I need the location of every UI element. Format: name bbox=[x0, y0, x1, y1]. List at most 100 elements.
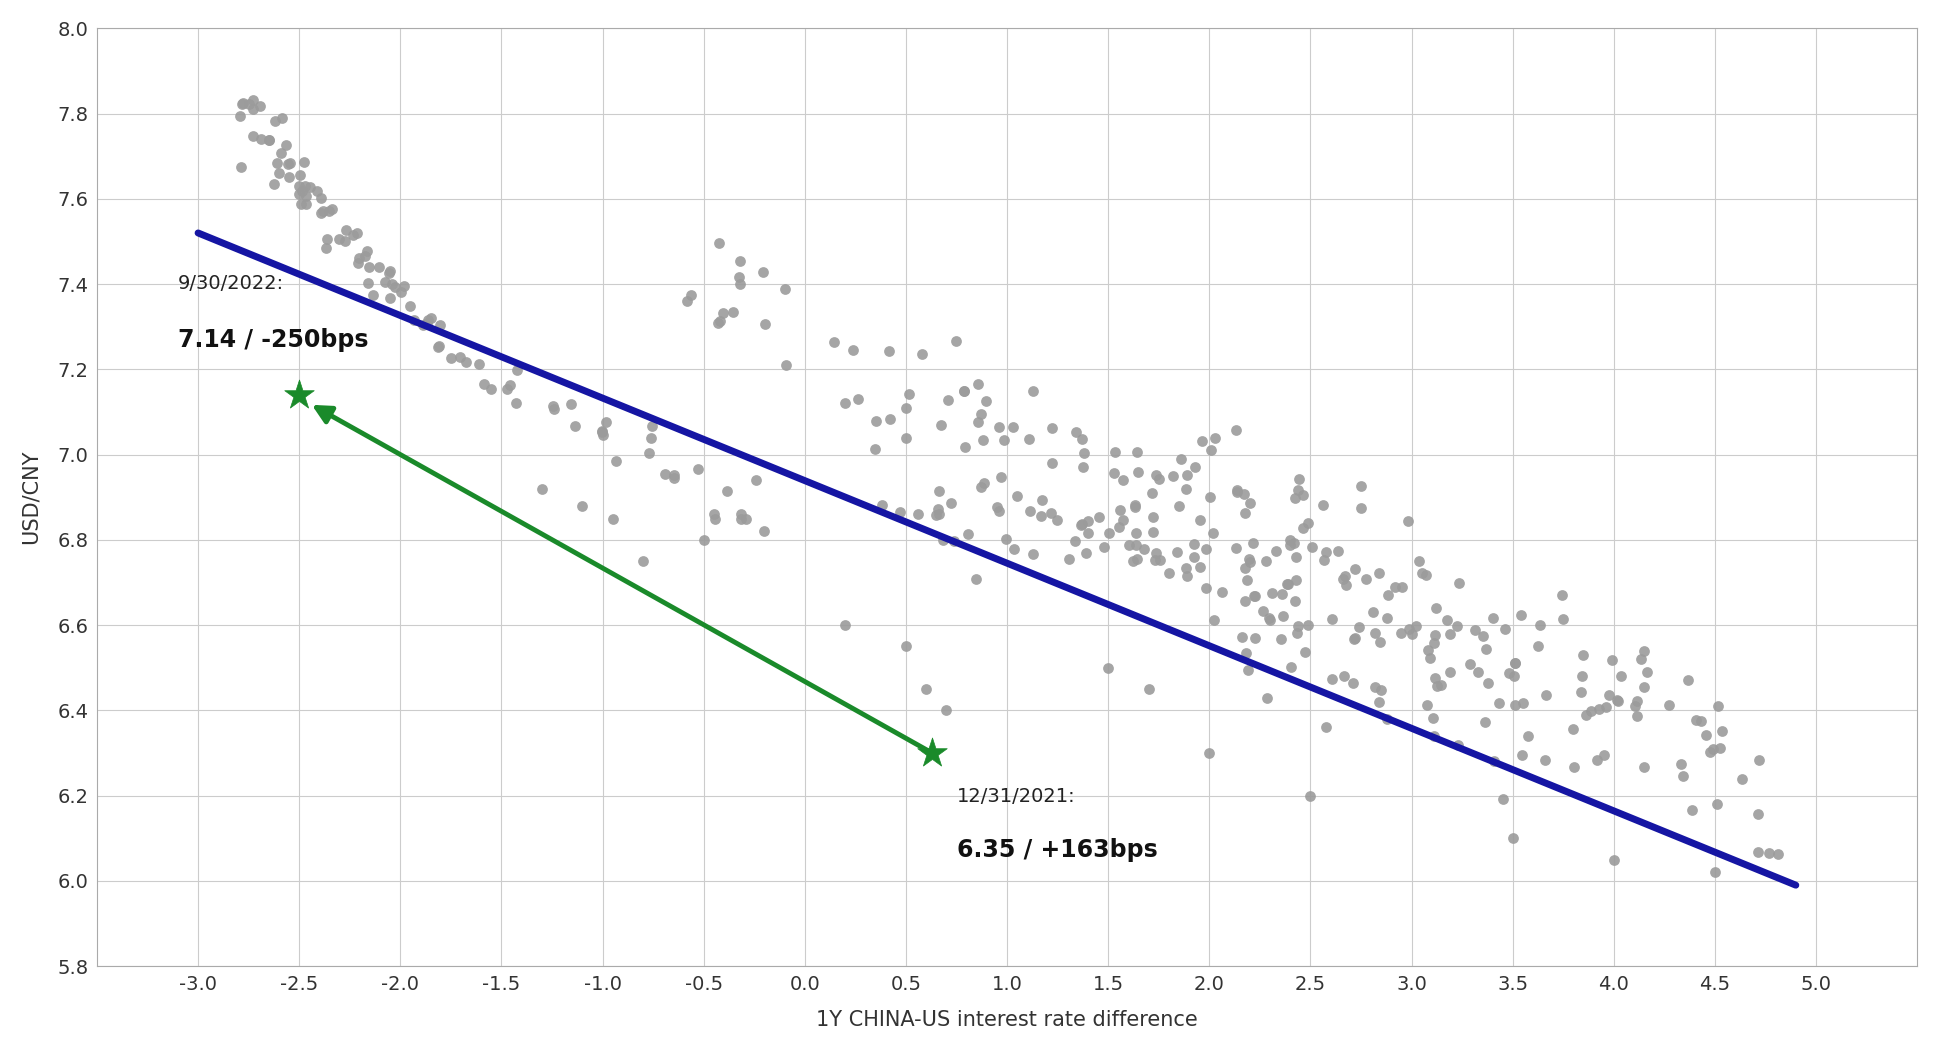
Point bbox=[1686, 713, 1717, 729]
Point bbox=[1120, 496, 1151, 513]
Point bbox=[1165, 497, 1196, 514]
Point bbox=[843, 390, 874, 407]
Point bbox=[707, 305, 738, 322]
Point bbox=[1308, 552, 1339, 569]
Text: 12/31/2021:: 12/31/2021: bbox=[957, 787, 1076, 806]
Point bbox=[1413, 642, 1444, 659]
Point bbox=[1240, 630, 1271, 646]
Point bbox=[390, 277, 421, 294]
Point bbox=[930, 702, 961, 719]
Point bbox=[343, 254, 374, 271]
Point bbox=[560, 418, 591, 435]
Point bbox=[236, 91, 267, 108]
Point bbox=[1310, 719, 1341, 736]
Text: 9/30/2022:: 9/30/2022: bbox=[178, 273, 285, 292]
Point bbox=[463, 355, 494, 372]
Point bbox=[1667, 767, 1698, 784]
Point bbox=[1283, 481, 1314, 498]
Point bbox=[1279, 534, 1310, 551]
Point bbox=[1630, 643, 1661, 660]
Point bbox=[1066, 431, 1097, 448]
Point bbox=[283, 186, 314, 203]
Point bbox=[1140, 552, 1171, 569]
Point bbox=[1399, 618, 1430, 635]
Point bbox=[1547, 611, 1578, 627]
Point bbox=[1589, 746, 1620, 763]
Point bbox=[1442, 618, 1473, 635]
Point bbox=[963, 414, 994, 431]
Point bbox=[349, 248, 380, 265]
Point bbox=[1506, 606, 1537, 623]
Point bbox=[601, 453, 632, 470]
Point bbox=[246, 131, 277, 148]
Point bbox=[932, 392, 963, 409]
Point bbox=[1603, 692, 1634, 708]
Point bbox=[1700, 864, 1731, 881]
Point bbox=[890, 429, 921, 446]
Point bbox=[1500, 697, 1531, 714]
Point bbox=[1698, 741, 1729, 758]
Point bbox=[1281, 624, 1312, 641]
Point bbox=[1622, 693, 1653, 709]
Point bbox=[1293, 514, 1324, 531]
Point bbox=[1372, 586, 1403, 603]
Point bbox=[1136, 485, 1167, 501]
Point bbox=[636, 418, 667, 435]
Point bbox=[703, 234, 735, 251]
Point bbox=[1120, 498, 1151, 515]
Point bbox=[587, 423, 618, 439]
Point bbox=[1060, 424, 1091, 440]
Point bbox=[1547, 586, 1578, 603]
Point bbox=[306, 205, 337, 222]
Point bbox=[1704, 739, 1735, 756]
Point bbox=[926, 417, 957, 434]
Point bbox=[1337, 675, 1368, 692]
Point bbox=[1233, 571, 1264, 588]
Point bbox=[446, 349, 477, 366]
Point bbox=[452, 353, 483, 370]
Point bbox=[1198, 612, 1229, 628]
Point bbox=[314, 203, 345, 220]
Point bbox=[287, 183, 318, 200]
Point bbox=[1351, 571, 1382, 588]
Point bbox=[492, 380, 523, 397]
Point bbox=[308, 202, 339, 219]
Point bbox=[310, 240, 341, 256]
Point bbox=[890, 638, 921, 655]
Point bbox=[969, 474, 1000, 491]
Point bbox=[1359, 624, 1390, 641]
Point bbox=[1267, 607, 1298, 624]
Point bbox=[1316, 611, 1347, 627]
Point bbox=[731, 511, 762, 528]
Point bbox=[1105, 518, 1136, 535]
Point bbox=[1360, 679, 1391, 696]
Point bbox=[649, 466, 680, 482]
Point bbox=[337, 227, 368, 244]
Point bbox=[1380, 578, 1411, 595]
Point bbox=[866, 496, 897, 513]
Point bbox=[1068, 445, 1099, 461]
Point bbox=[659, 470, 690, 487]
Point bbox=[700, 506, 731, 522]
Point bbox=[1140, 545, 1171, 562]
Point bbox=[940, 333, 971, 350]
Point bbox=[1066, 517, 1097, 534]
Point bbox=[1252, 689, 1283, 706]
Point bbox=[1419, 709, 1450, 726]
Point bbox=[1407, 565, 1438, 582]
Point bbox=[1626, 651, 1657, 667]
Point bbox=[1014, 431, 1045, 448]
Point bbox=[262, 154, 293, 171]
Point bbox=[936, 495, 967, 512]
Point bbox=[1248, 602, 1279, 619]
Point bbox=[469, 376, 500, 393]
Point bbox=[1229, 486, 1260, 502]
Point bbox=[1488, 790, 1519, 807]
Point bbox=[1558, 759, 1589, 776]
Point bbox=[1281, 572, 1312, 589]
Point bbox=[1419, 635, 1450, 652]
Point bbox=[386, 284, 417, 301]
Point bbox=[688, 532, 719, 549]
Point bbox=[1273, 576, 1304, 593]
Point bbox=[1568, 647, 1599, 664]
